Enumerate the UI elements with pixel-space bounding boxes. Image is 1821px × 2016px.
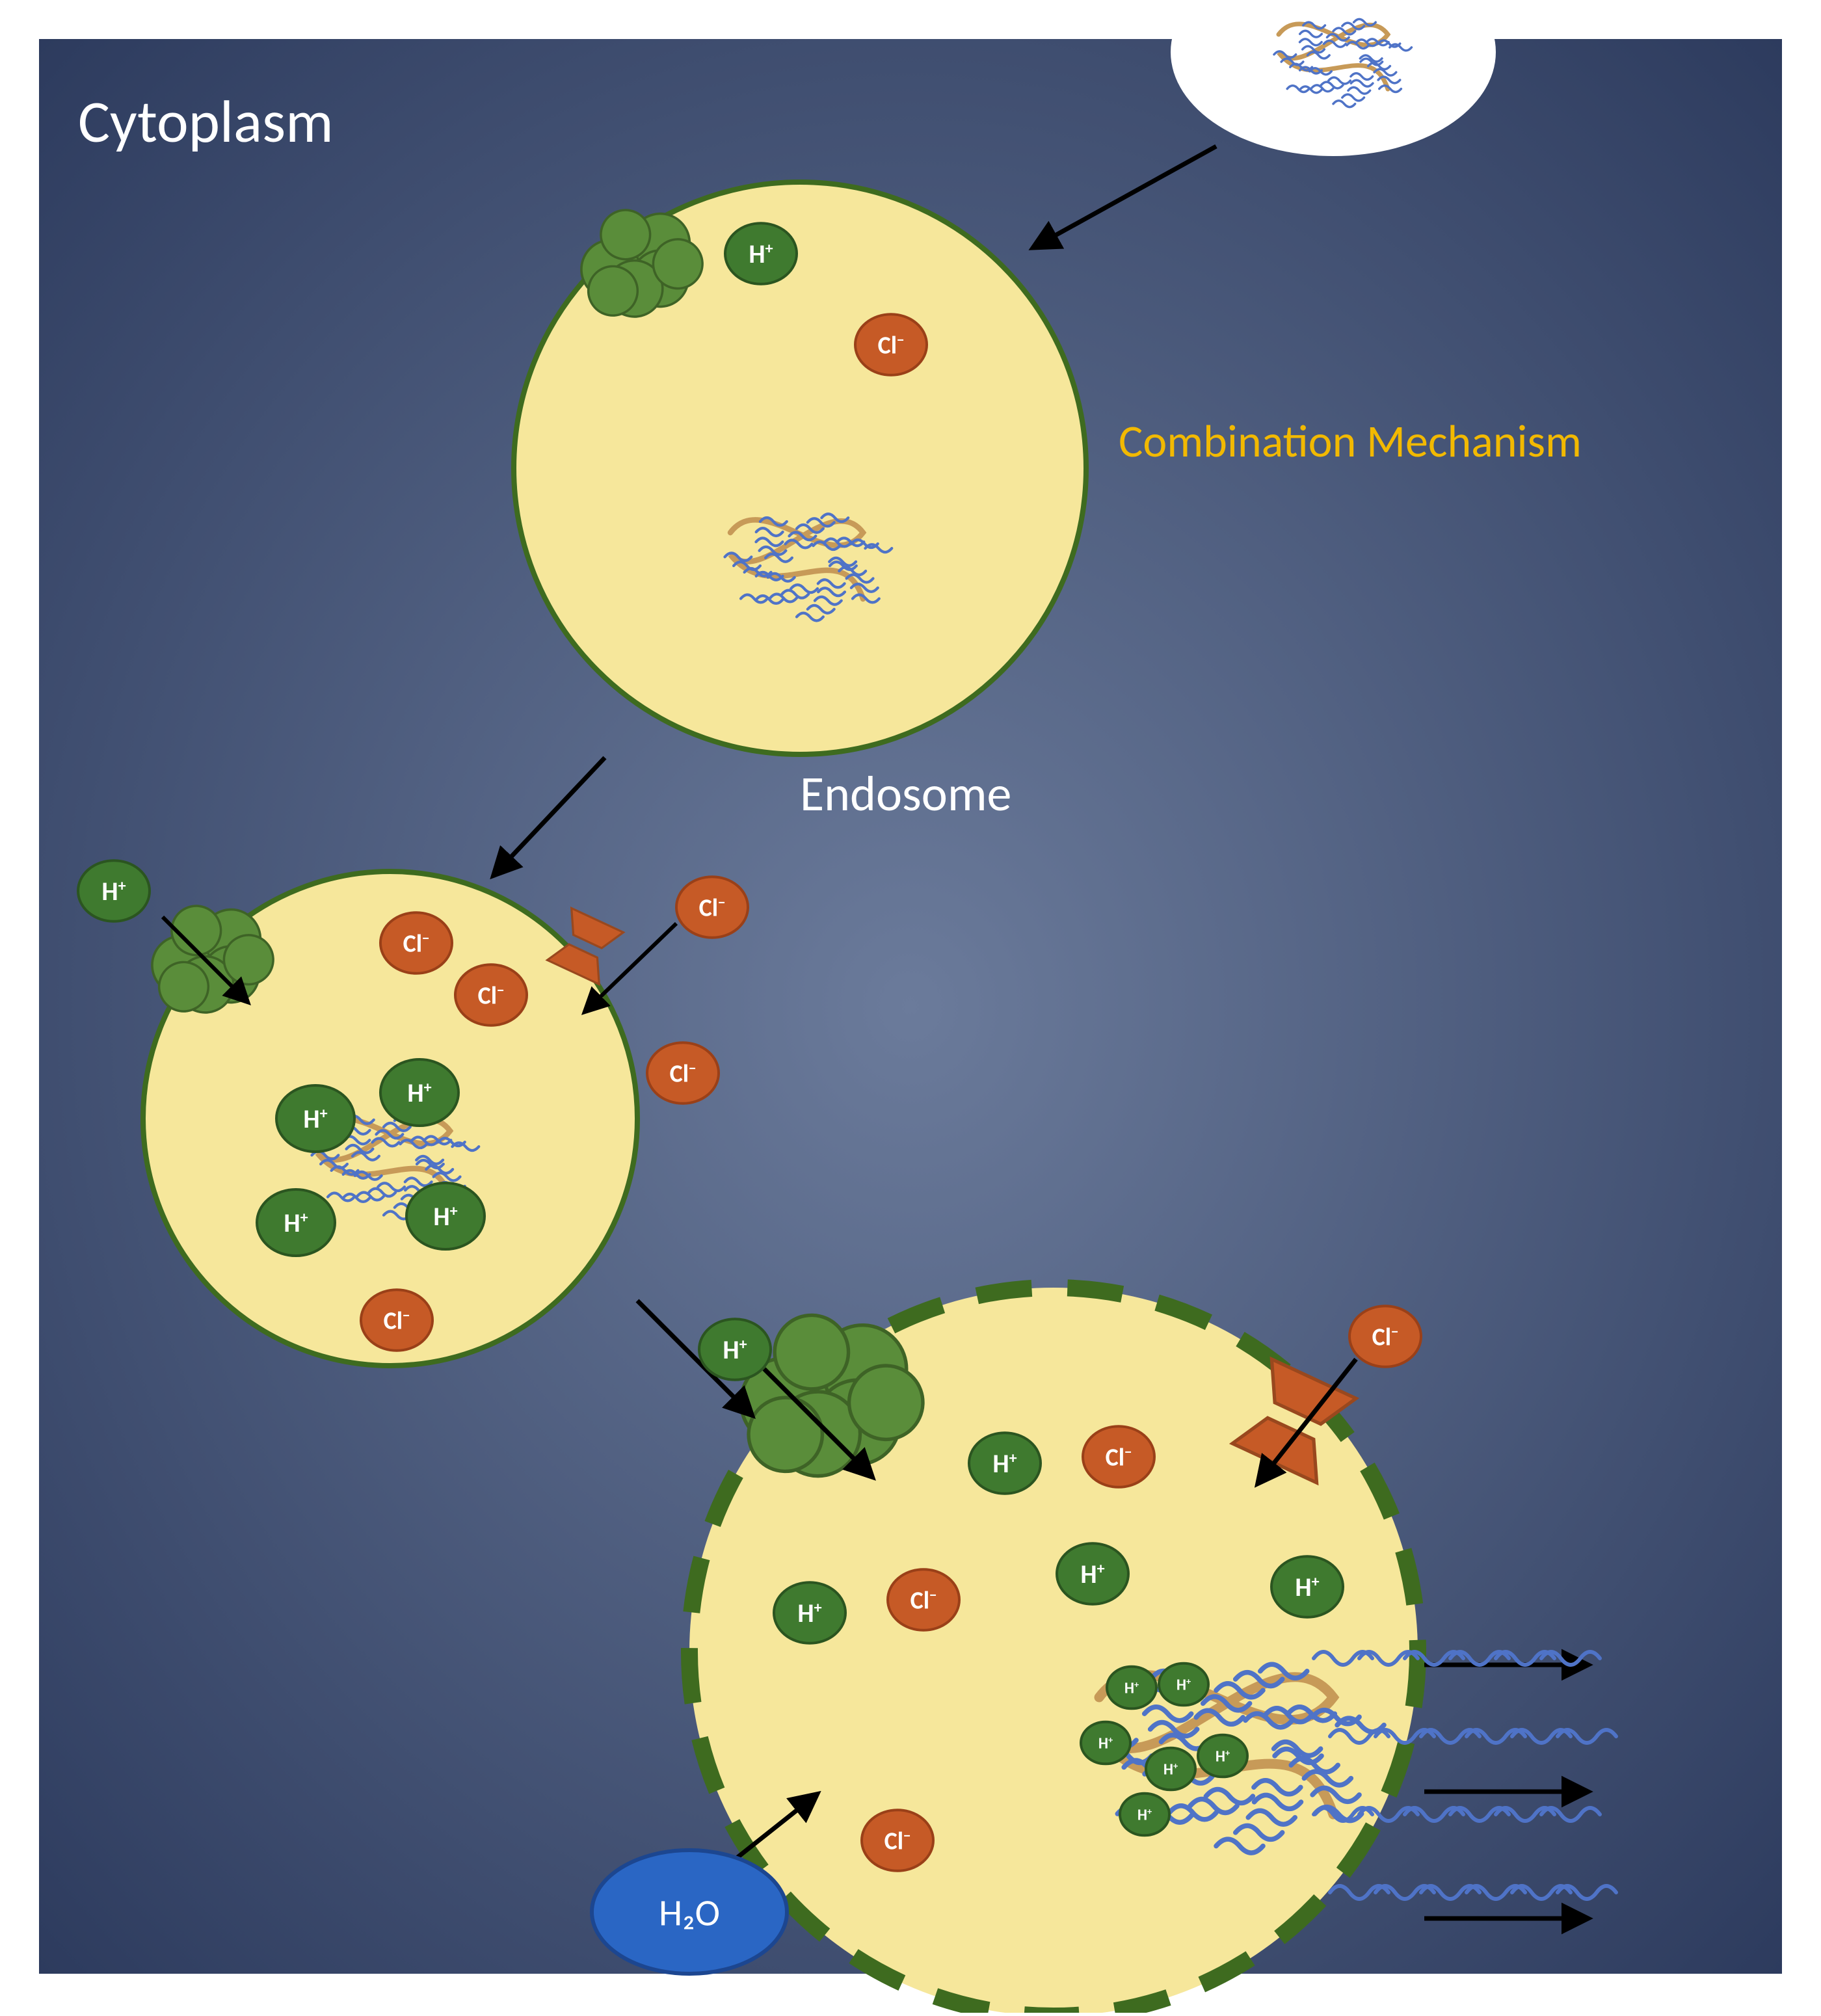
water-label: H₂O bbox=[659, 1889, 720, 1935]
diagram-canvas: H₂OH+Cl−H+Cl−Cl−Cl−Cl−H+H+H+H+Cl−H+Cl−H+… bbox=[0, 0, 1821, 2013]
diagram-svg: H₂OH+Cl−H+Cl−Cl−Cl−Cl−H+H+H+H+Cl−H+Cl−H+… bbox=[0, 0, 1821, 2013]
label-endosome: Endosome bbox=[800, 764, 1011, 824]
label-mechanism: Combination Mechanism bbox=[1119, 413, 1582, 469]
label-cytoplasm: Cytoplasm bbox=[78, 85, 334, 158]
